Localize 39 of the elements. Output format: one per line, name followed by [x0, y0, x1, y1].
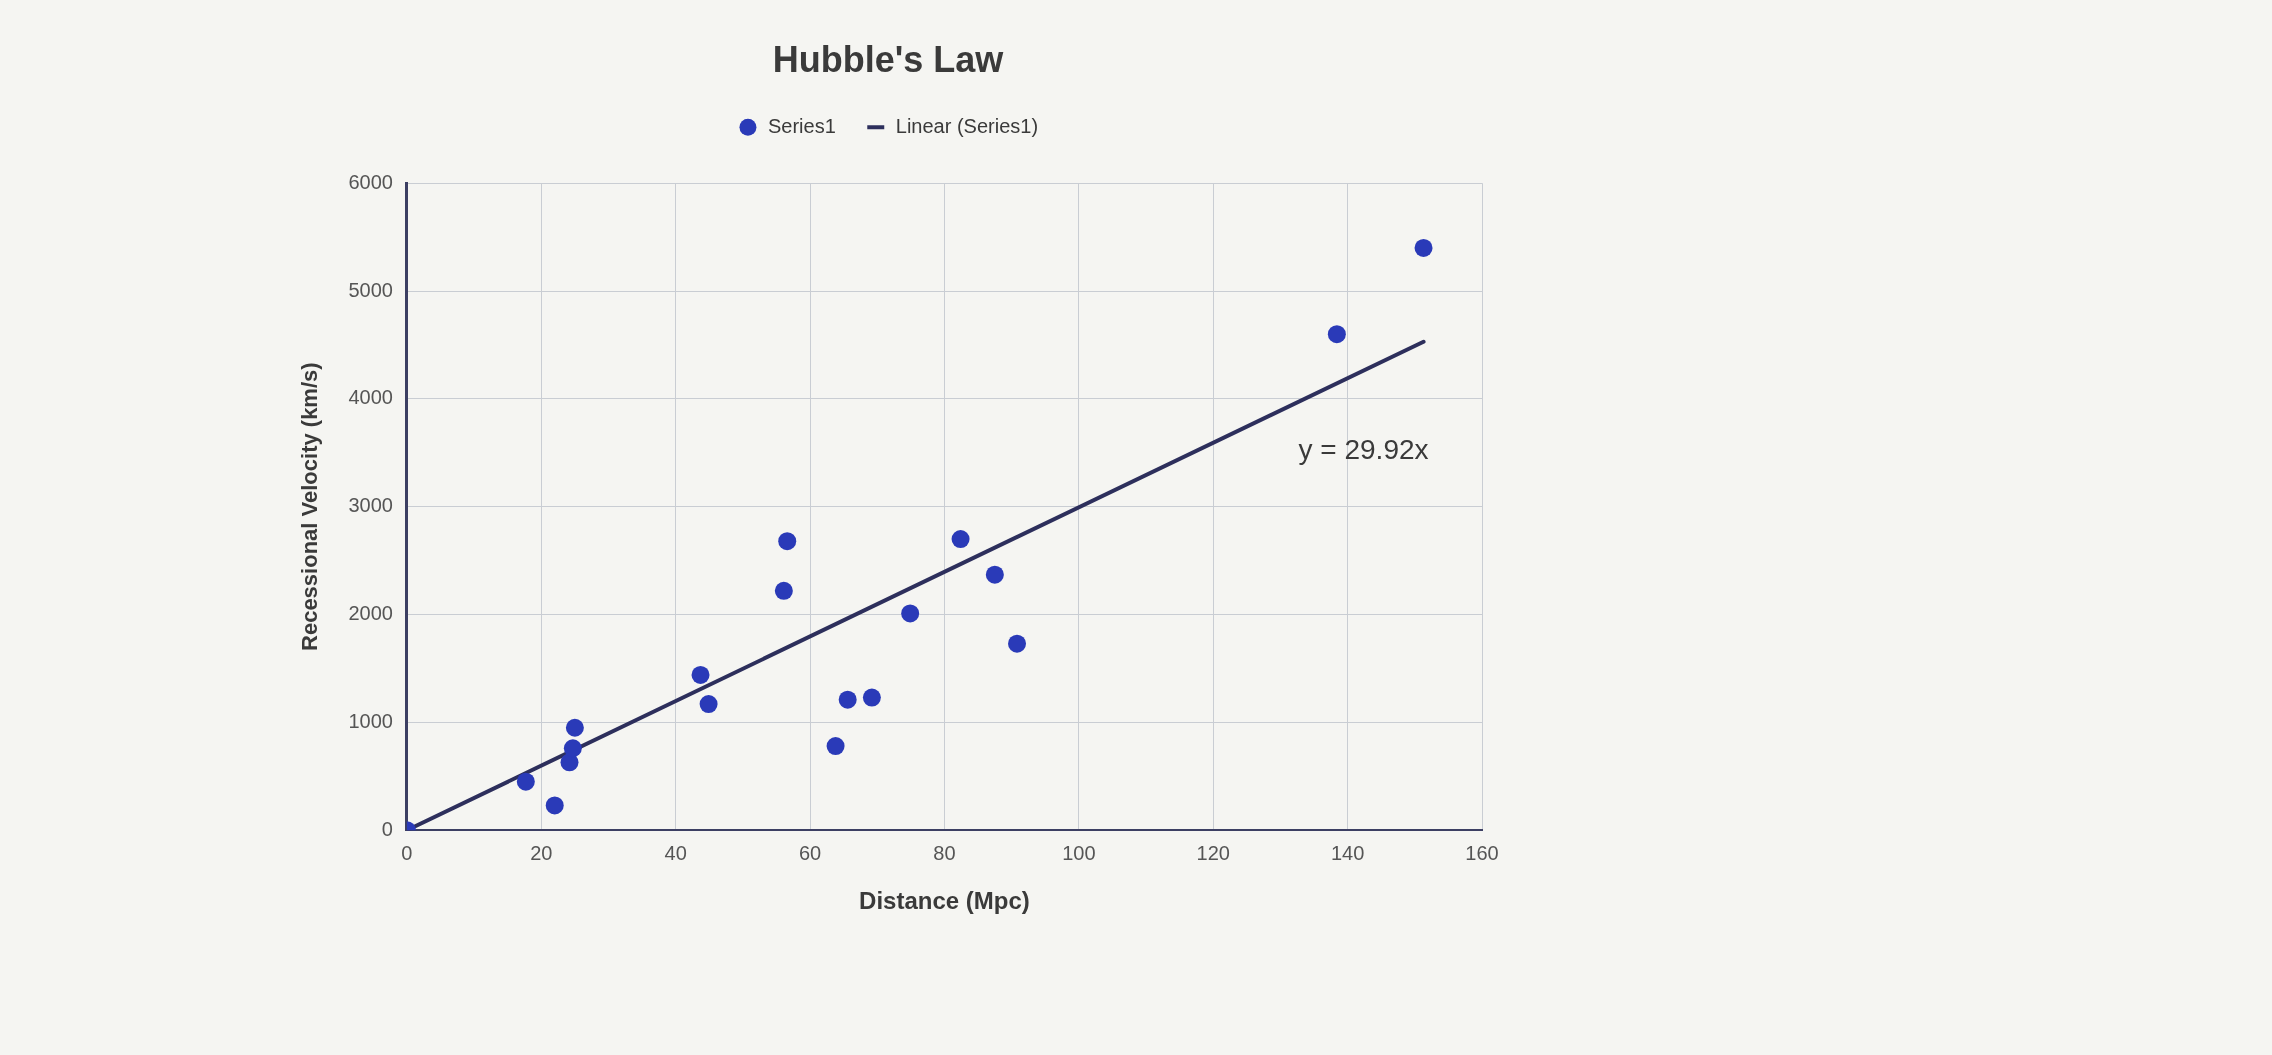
- chart-title: Hubble's Law: [772, 38, 1005, 80]
- point: [565, 718, 584, 737]
- x-tick-label: 60: [798, 841, 822, 864]
- point: [778, 532, 797, 551]
- point: [951, 530, 970, 549]
- x-tick-label: 100: [1062, 841, 1096, 864]
- x-tick-label: 140: [1330, 841, 1365, 864]
- point: [1414, 238, 1433, 257]
- y-tick-label: 1000: [348, 709, 393, 732]
- point: [1327, 325, 1346, 344]
- point: [862, 688, 881, 707]
- x-tick-label: 40: [664, 841, 687, 864]
- x-tick-label: 0: [401, 841, 413, 864]
- y-tick-label: 6000: [348, 170, 393, 193]
- y-tick-label: 2000: [348, 602, 393, 625]
- point: [838, 690, 857, 709]
- point: [985, 565, 1004, 584]
- y-tick-label: 3000: [348, 494, 393, 517]
- point: [826, 737, 845, 756]
- x-axis-title: Distance (Mpc): [859, 887, 1030, 915]
- point: [1008, 634, 1027, 653]
- point: [516, 772, 535, 791]
- x-tick-label: 120: [1196, 841, 1230, 864]
- legend-label: Series1: [767, 114, 836, 137]
- x-tick-label: 20: [530, 841, 553, 864]
- point: [699, 695, 718, 714]
- point: [545, 796, 564, 815]
- point: [901, 604, 920, 623]
- point: [563, 739, 582, 758]
- y-axis-title: Recessional Velocity (km/s): [297, 362, 323, 651]
- legend-label: Linear (Series1): [895, 114, 1039, 137]
- point: [774, 581, 793, 600]
- y-tick-label: 5000: [348, 278, 393, 301]
- y-tick-label: 4000: [348, 386, 393, 409]
- x-tick-label: 80: [933, 841, 956, 864]
- y-tick-label: 0: [381, 817, 393, 840]
- annotation: y = 29.92x: [1298, 434, 1429, 466]
- point: [691, 665, 710, 684]
- x-tick-label: 160: [1465, 841, 1499, 864]
